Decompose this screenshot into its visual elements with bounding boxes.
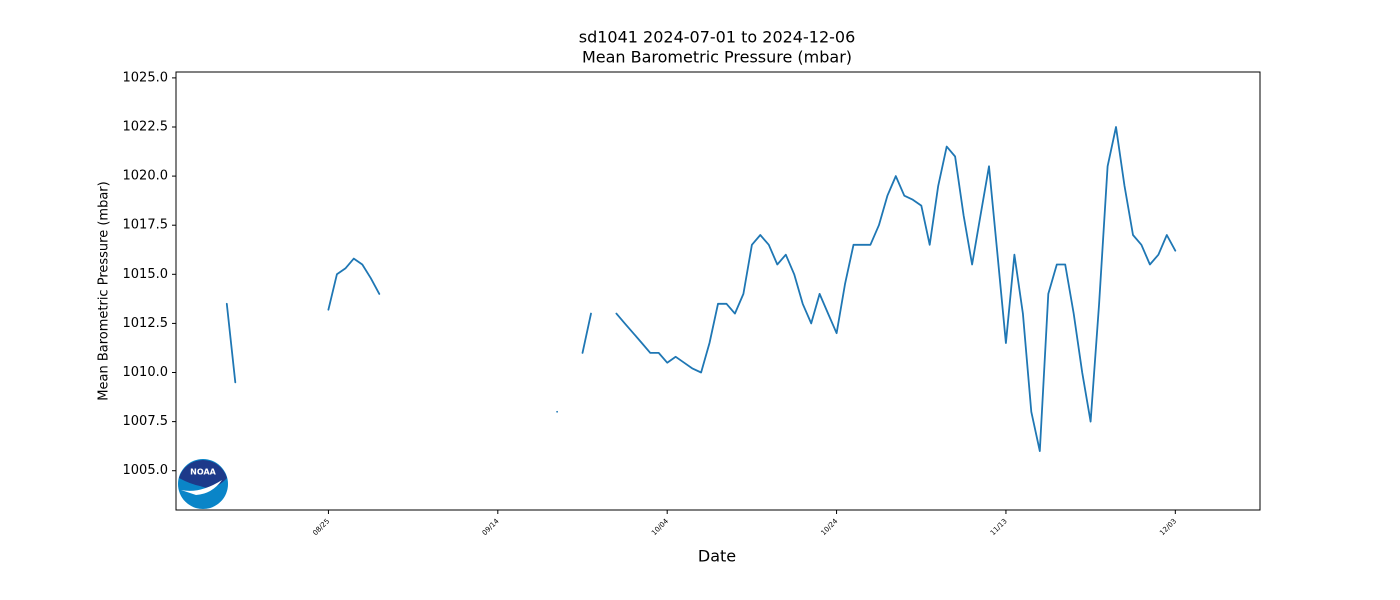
chart-subtitle: Mean Barometric Pressure (mbar) <box>582 48 852 67</box>
y-tick-label: 1010.0 <box>123 365 169 380</box>
x-tick-label: 11/13 <box>989 517 1009 537</box>
data-line <box>225 126 1177 452</box>
x-tick-label: 10/24 <box>819 517 839 537</box>
y-tick-label: 1017.5 <box>123 218 169 233</box>
x-tick-label: 12/03 <box>1158 517 1178 537</box>
y-tick-label: 1020.0 <box>123 169 169 184</box>
y-tick-label: 1012.5 <box>123 316 169 331</box>
y-tick-label: 1022.5 <box>123 119 169 134</box>
logo-text: NOAA <box>190 468 216 477</box>
x-axis-label: Date <box>698 547 736 566</box>
y-tick-label: 1025.0 <box>123 70 169 85</box>
x-tick-label: 09/14 <box>481 517 501 537</box>
y-tick-label: 1005.0 <box>123 463 169 478</box>
logo: NOAA <box>178 459 228 509</box>
y-tick-label: 1015.0 <box>123 267 169 282</box>
chart-title: sd1041 2024-07-01 to 2024-12-06 <box>579 28 856 47</box>
x-tick-label: 10/04 <box>650 517 670 537</box>
logo-gull <box>181 480 222 495</box>
y-tick-label: 1007.5 <box>123 414 169 429</box>
logo-top <box>179 460 227 488</box>
x-tick-label: 08/25 <box>311 517 331 537</box>
plot-frame <box>175 71 1261 511</box>
y-axis-label: Mean Barometric Pressure (mbar) <box>97 181 112 400</box>
